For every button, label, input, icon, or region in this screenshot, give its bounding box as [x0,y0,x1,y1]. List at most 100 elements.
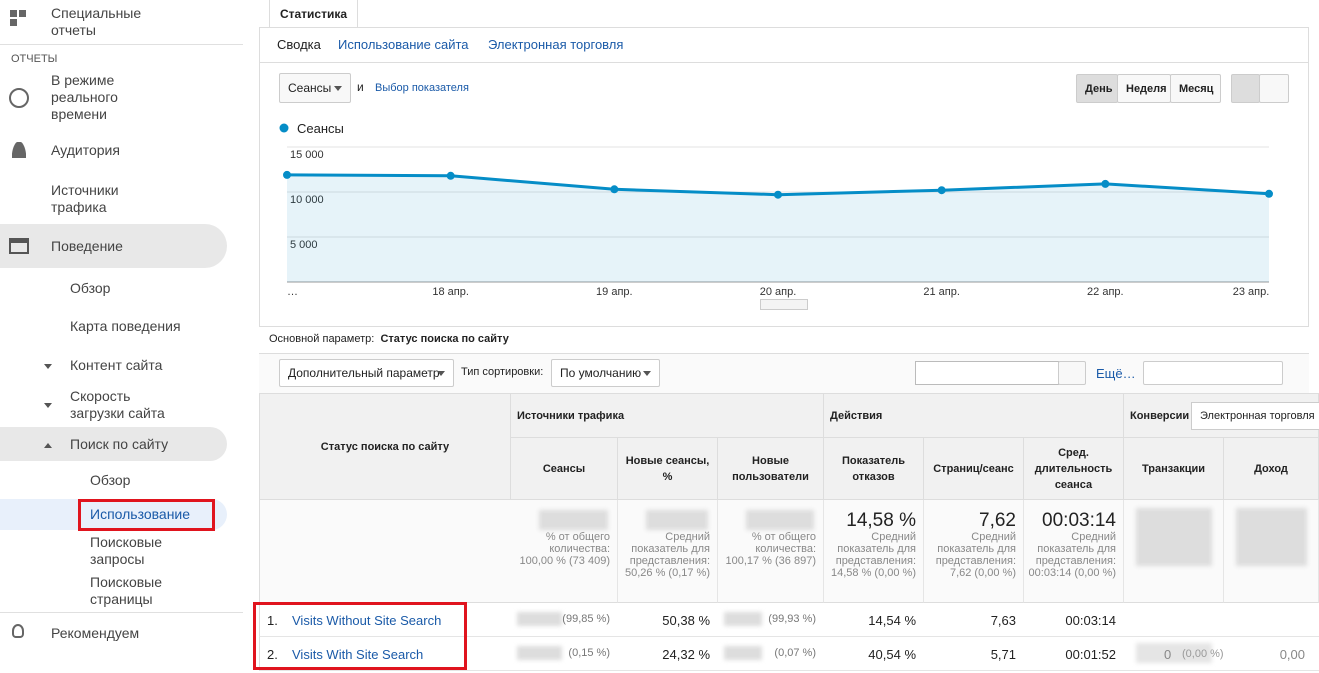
label: Тип сортировки: [461,366,544,378]
secondary-select[interactable]: Дополнительный параметр [279,359,454,387]
nav-item[interactable]: Поисковые запросы [90,534,163,567]
summary-cell [824,500,924,603]
search-button[interactable] [1058,361,1086,385]
period-button[interactable]: День [1076,74,1118,103]
legend-label: Сеансы [297,121,344,136]
more-link[interactable]: Ещё… [1096,366,1136,381]
summary-cell [924,500,1024,603]
row-bg [259,637,1319,671]
nav-item[interactable]: Карта поведения [70,318,181,334]
summary-note: Средний показатель для представления: 7,… [935,531,1016,579]
cell: (99,93 %) [768,613,816,625]
header-cell: Новые пользователи [718,438,824,500]
sort-select[interactable]: По умолчанию [551,359,660,387]
summary-value: 00:03:14 [1042,510,1116,531]
point [1265,189,1273,198]
dimension-value: Статус поиска по сайту [380,333,509,345]
group-header: Источники трафика [511,393,824,438]
cell: (99,85 %) [562,613,610,625]
cell: 0 [1164,647,1172,662]
blurred-value [646,510,708,530]
row-link[interactable]: Visits Without Site Search [292,613,442,628]
cell: 50,38 % [662,613,710,628]
legend-marker [279,123,289,133]
nav-item[interactable]: Обзор [90,472,131,488]
icon [10,10,26,26]
nav-item[interactable]: Использование [90,506,191,522]
point [283,170,291,179]
cell: 5,71 [990,647,1016,662]
blurred-value [517,612,562,626]
dimension-label: Основной параметр: Статус поиска по сайт… [269,333,509,345]
nav-item[interactable]: В режиме реального времени [51,72,118,122]
point [774,190,782,199]
header-cell: Сеансы [511,438,618,500]
icon [12,142,26,158]
period-button[interactable]: Неделя [1117,74,1171,103]
point [937,186,946,195]
row-link[interactable]: Visits With Site Search [292,647,424,662]
summary-note: % от общего количества: 100,00 % (73 409… [519,531,610,567]
header-cell: Новые сеансы, % [618,438,718,500]
text: и [357,80,364,94]
summary-value: 7,62 [979,510,1016,531]
metric-select[interactable]: Сеансы [279,73,351,103]
chart-type-button[interactable] [1259,74,1289,103]
subnav-item[interactable]: Использование сайта [338,37,469,52]
x-tick-label: 18 апр. [432,286,469,298]
metric-link[interactable]: Выбор показателя [375,82,469,94]
row-index: 2. [267,647,278,662]
y-tick-label: 15 000 [290,149,324,161]
blurred-value [1136,643,1212,663]
blurred-value [1136,508,1212,566]
cell: (0,15 %) [568,647,610,659]
point [1101,179,1110,188]
nav-item[interactable]: Поведение [51,238,123,254]
blurred-value [1236,508,1307,566]
cell: 7,63 [990,613,1016,628]
nav-selected [0,499,227,530]
summary-note: Средний показатель для представления: 00… [1028,531,1116,579]
period-button[interactable]: Месяц [1170,74,1221,103]
subnav-item[interactable]: Электронная торговля [488,37,624,52]
header-cell: Транзакции [1124,438,1224,500]
area [287,174,1269,282]
nav-item[interactable]: Аудитория [51,142,120,158]
chart-type-button[interactable] [1231,74,1260,103]
nav-highlight [0,224,227,268]
subnav-item[interactable]: Сводка [277,37,321,52]
header-cell: Показатель отказов [824,438,924,500]
point [446,171,455,180]
nav-item[interactable]: Специальные отчеты [51,5,142,38]
summary-cell [1024,500,1124,603]
caret [44,364,52,373]
row-index: 1. [267,613,278,628]
header-cell: Страниц/сеанс [924,438,1024,500]
plot-area [287,147,1269,282]
tab[interactable]: Статистика [269,0,358,28]
x-tick-label: 22 апр. [1087,286,1124,298]
nav-item[interactable]: Поиск по сайту [70,436,169,452]
x-tick-label: 20 апр. [760,286,797,298]
blurred-value [746,510,814,530]
search-input[interactable] [915,361,1059,385]
nav-item[interactable]: Обзор [70,280,111,296]
summary-cell [259,500,511,603]
x-tick-label: 21 апр. [923,286,960,298]
header-cell: Сред. длительность сеанса [1024,438,1124,500]
panel [259,27,1309,327]
nav-item[interactable]: Скорость загрузки сайта [70,388,165,421]
nav-item[interactable]: Поисковые страницы [90,574,163,607]
icon [9,88,29,108]
divider [0,612,243,613]
conversion-select: Электронная торговля [1191,402,1319,430]
nav-item[interactable]: Источники трафика [51,182,119,215]
divider [259,62,1309,63]
summary-value: 14,58 % [846,510,916,531]
view-switch[interactable] [1143,361,1283,385]
chart-toggle[interactable] [760,299,808,310]
nav-item[interactable]: Рекомендуем [51,625,140,641]
nav-item[interactable]: Контент сайта [70,357,163,373]
cell: 24,32 % [662,647,710,662]
